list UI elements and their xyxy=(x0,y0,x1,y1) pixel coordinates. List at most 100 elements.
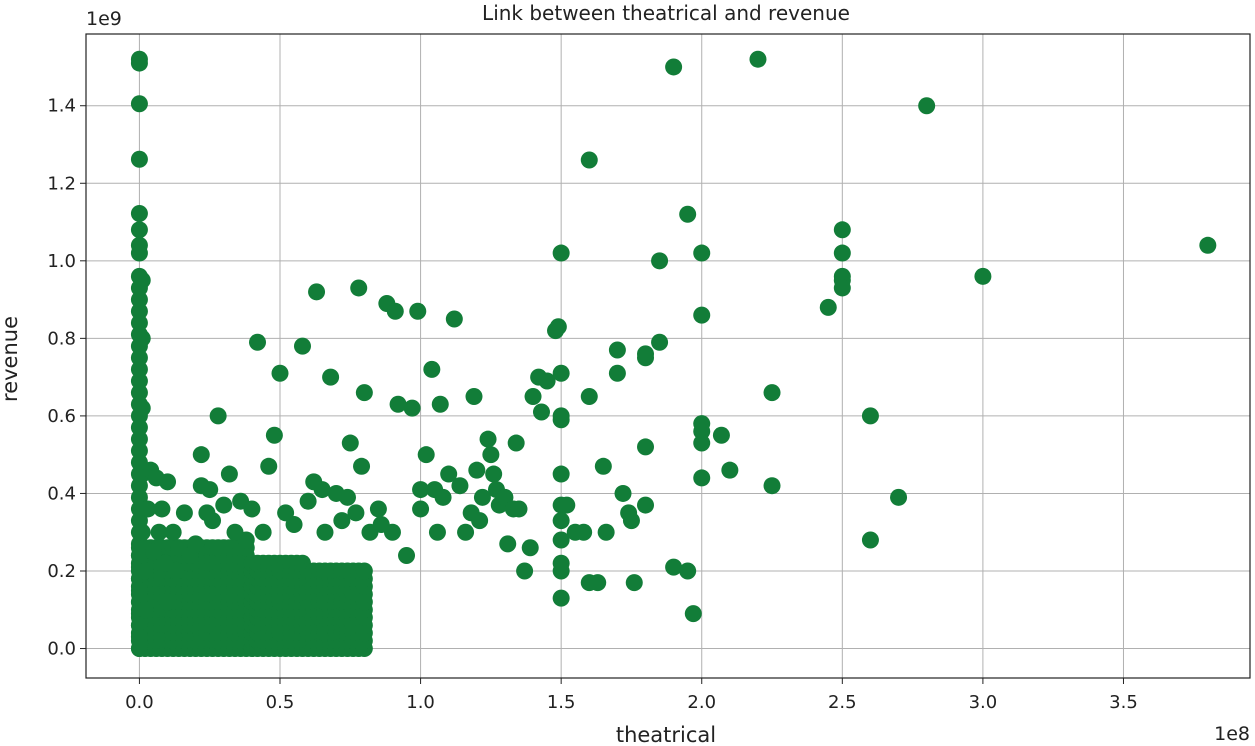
data-point xyxy=(440,465,458,483)
y-axis-ticks: 0.0 0.2 0.4 0.6 0.8 1.0 1.2 1.4 xyxy=(47,96,86,660)
data-point xyxy=(130,314,148,332)
data-point xyxy=(721,461,739,479)
data-point xyxy=(409,302,427,320)
data-point xyxy=(434,488,452,506)
data-point xyxy=(684,605,702,623)
data-point xyxy=(833,279,851,297)
data-point xyxy=(136,562,154,580)
cluster-point xyxy=(355,562,373,580)
data-point xyxy=(521,539,539,557)
data-point xyxy=(499,535,517,553)
data-point xyxy=(338,488,356,506)
data-point xyxy=(465,388,483,406)
x-tick-label: 0.0 xyxy=(125,692,154,713)
data-point xyxy=(637,438,655,456)
data-point xyxy=(594,457,612,475)
data-point xyxy=(130,628,148,646)
data-point xyxy=(220,465,238,483)
data-point xyxy=(524,388,542,406)
data-point xyxy=(552,589,570,607)
data-point xyxy=(133,271,151,289)
data-point xyxy=(130,150,148,168)
data-point xyxy=(313,481,331,499)
data-point xyxy=(159,593,177,611)
y-tick-label: 0.2 xyxy=(47,561,76,582)
data-point xyxy=(130,640,148,658)
data-point xyxy=(622,512,640,530)
data-point xyxy=(353,457,371,475)
data-point xyxy=(510,500,528,518)
plot-frame xyxy=(85,33,1251,679)
x-tick-label: 3.0 xyxy=(969,692,998,713)
data-point xyxy=(341,434,359,452)
data-point xyxy=(651,333,669,351)
x-tick-label: 0.5 xyxy=(266,692,295,713)
chart-title: Link between theatrical and revenue xyxy=(482,1,850,25)
data-point xyxy=(417,446,435,464)
data-point xyxy=(665,58,683,76)
data-point xyxy=(254,523,272,541)
data-point xyxy=(412,481,430,499)
data-point xyxy=(507,434,525,452)
data-point xyxy=(130,54,148,72)
data-point xyxy=(322,368,340,386)
y-tick-label: 0.4 xyxy=(47,483,76,504)
data-point xyxy=(428,523,446,541)
data-point xyxy=(355,384,373,402)
data-point xyxy=(383,523,401,541)
data-point xyxy=(347,504,365,522)
data-point xyxy=(552,244,570,262)
y-tick-label: 1.2 xyxy=(47,173,76,194)
data-point xyxy=(552,465,570,483)
data-point xyxy=(130,360,148,378)
data-point xyxy=(552,512,570,530)
data-point xyxy=(308,283,326,301)
data-point xyxy=(389,395,407,413)
data-point xyxy=(271,364,289,382)
data-point xyxy=(538,372,556,390)
data-point xyxy=(575,523,593,541)
data-point xyxy=(918,97,936,115)
data-point xyxy=(133,523,151,541)
data-point xyxy=(260,457,278,475)
data-point xyxy=(299,492,317,510)
data-point xyxy=(637,496,655,514)
data-point xyxy=(552,531,570,549)
y-tick-label: 0.6 xyxy=(47,406,76,427)
data-point xyxy=(693,244,711,262)
data-point xyxy=(333,512,351,530)
data-point xyxy=(532,403,550,421)
data-point xyxy=(665,558,683,576)
x-tick-label: 1.0 xyxy=(406,692,435,713)
x-tick-label: 1.5 xyxy=(547,692,576,713)
data-point xyxy=(136,601,154,619)
data-point xyxy=(285,515,303,533)
data-point xyxy=(468,461,486,479)
x-axis-label: theatrical xyxy=(616,723,716,746)
data-point xyxy=(861,531,879,549)
data-point xyxy=(451,477,469,495)
data-point xyxy=(164,523,182,541)
data-point xyxy=(679,205,697,223)
data-point xyxy=(130,205,148,223)
data-point xyxy=(209,407,227,425)
data-point xyxy=(187,535,205,553)
data-point xyxy=(316,523,334,541)
data-point xyxy=(473,488,491,506)
data-point xyxy=(445,310,463,328)
x-tick-label: 2.0 xyxy=(687,692,716,713)
data-point xyxy=(139,500,157,518)
data-point xyxy=(485,465,503,483)
data-point xyxy=(482,446,500,464)
data-point xyxy=(175,504,193,522)
x-axis-ticks: 0.0 0.5 1.0 1.5 2.0 2.5 3.0 3.5 xyxy=(125,678,1138,713)
data-point xyxy=(471,512,489,530)
data-point xyxy=(130,244,148,262)
data-point xyxy=(130,95,148,113)
data-point xyxy=(693,306,711,324)
data-point xyxy=(552,364,570,382)
data-point xyxy=(403,399,421,417)
data-point xyxy=(974,267,992,285)
data-point xyxy=(153,500,171,518)
